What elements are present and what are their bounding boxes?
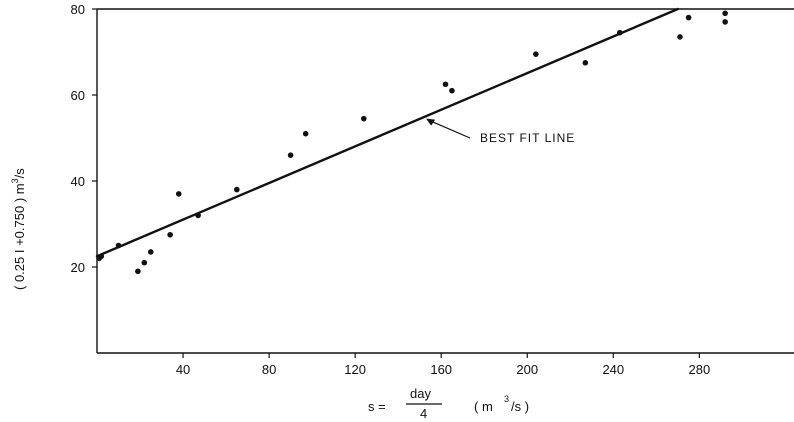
best-fit-label: BEST FIT LINE bbox=[480, 131, 575, 145]
x-tick-label: 40 bbox=[176, 362, 190, 377]
data-point bbox=[449, 87, 455, 94]
x-label-units-exp: 3 bbox=[504, 394, 509, 404]
data-points bbox=[96, 10, 728, 275]
y-tick-label: 20 bbox=[71, 260, 85, 275]
ticks: 40 80 120 160 200 240 280 20 40 60 80 bbox=[71, 2, 711, 377]
data-point bbox=[722, 10, 728, 17]
annotation-arrowhead bbox=[426, 118, 436, 126]
x-tick-label: 160 bbox=[430, 362, 452, 377]
data-point bbox=[135, 268, 141, 275]
y-tick-label: 40 bbox=[71, 174, 85, 189]
data-point bbox=[360, 115, 367, 122]
data-point bbox=[287, 152, 294, 158]
data-point bbox=[115, 242, 122, 249]
data-point bbox=[147, 249, 154, 255]
data-point bbox=[616, 29, 623, 36]
data-point bbox=[234, 186, 240, 193]
data-point bbox=[533, 51, 539, 57]
y-tick-label: 80 bbox=[71, 2, 85, 17]
x-tick-label: 280 bbox=[688, 362, 710, 377]
data-point bbox=[442, 81, 449, 88]
x-label-denominator: 4 bbox=[420, 406, 427, 421]
x-tick-label: 80 bbox=[262, 362, 276, 377]
y-label-main: ( 0.25 I +0.750 ) m3/s bbox=[10, 168, 27, 290]
x-axis-label: s = day 4 ( m 3 /s ) bbox=[368, 386, 529, 421]
annotation-leader bbox=[431, 121, 471, 139]
x-label-units-open: ( m bbox=[474, 399, 493, 414]
x-label-lhs: s = bbox=[368, 399, 386, 414]
x-tick-label: 240 bbox=[602, 362, 624, 377]
x-label-numerator: day bbox=[410, 386, 431, 401]
y-tick-label: 60 bbox=[71, 88, 85, 103]
data-point bbox=[141, 259, 148, 266]
data-point bbox=[167, 231, 173, 238]
y-axis-label: ( 0.25 I +0.750 ) m3/s bbox=[10, 168, 27, 290]
fit-line-group bbox=[95, 7, 680, 258]
best-fit-line bbox=[95, 7, 680, 258]
data-point bbox=[582, 59, 589, 66]
data-point bbox=[195, 212, 201, 219]
data-point bbox=[175, 191, 182, 197]
data-point bbox=[685, 14, 692, 21]
annotation-group: BEST FIT LINE bbox=[426, 118, 575, 145]
data-point bbox=[722, 19, 728, 25]
axes bbox=[96, 8, 794, 354]
data-point bbox=[677, 34, 683, 40]
x-tick-label: 200 bbox=[516, 362, 538, 377]
data-point bbox=[302, 130, 309, 137]
x-label-units-close: /s ) bbox=[511, 399, 529, 414]
x-tick-label: 120 bbox=[344, 362, 366, 377]
data-point bbox=[98, 253, 105, 260]
